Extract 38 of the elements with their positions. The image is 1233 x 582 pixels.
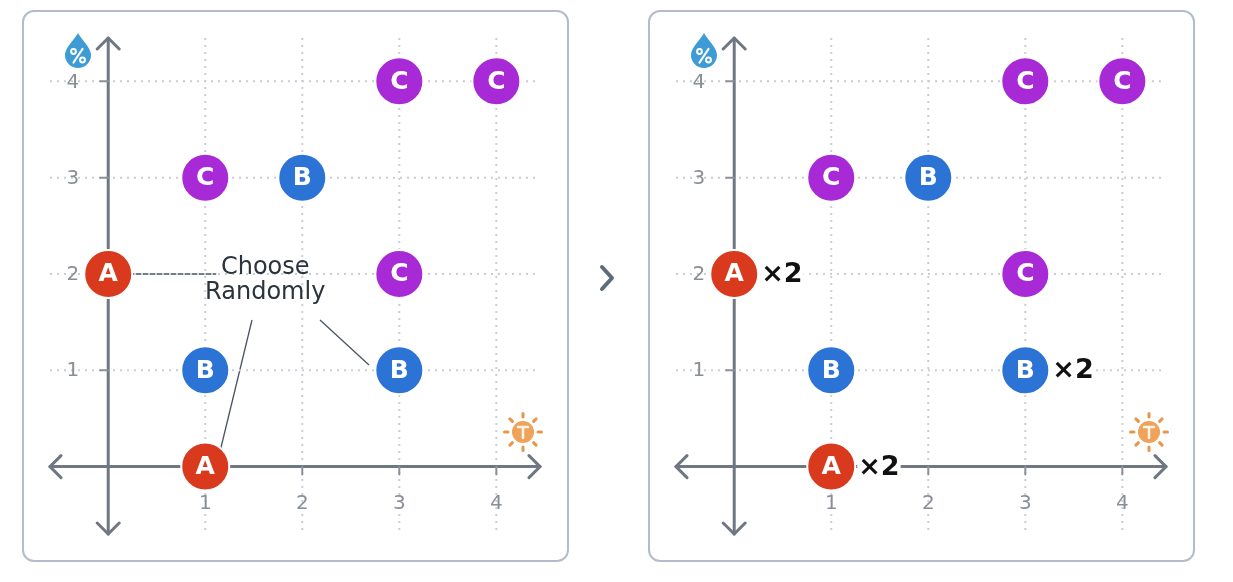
series-label: B xyxy=(195,354,215,384)
series-label: A xyxy=(821,451,842,481)
y-tick-label: 3 xyxy=(66,164,80,189)
series-label: C xyxy=(196,162,215,192)
text: B xyxy=(918,162,938,192)
y-tick-label: 1 xyxy=(66,357,80,382)
text: A xyxy=(724,258,744,288)
text: B xyxy=(1015,354,1035,384)
annotation: ×2 xyxy=(761,256,803,288)
x-tick-label: 4 xyxy=(1115,489,1129,514)
annotation: Choose Randomly xyxy=(205,251,326,305)
text: B xyxy=(389,354,409,384)
annotation: ×2 xyxy=(858,449,900,481)
x-tick-label: 3 xyxy=(392,489,406,514)
series-label: C xyxy=(1016,258,1035,288)
y-tick-label: 4 xyxy=(66,68,80,93)
y-tick-label: 4 xyxy=(692,68,706,93)
y-tick-label: 2 xyxy=(66,261,80,286)
x-tick-label: 4 xyxy=(489,489,503,514)
x-tick-label: 3 xyxy=(1018,489,1032,514)
text: C xyxy=(822,162,841,192)
y-tick-label: 3 xyxy=(692,164,706,189)
annotation: ×2 xyxy=(1052,353,1094,385)
x-tick-label: 2 xyxy=(921,489,935,514)
series-label: A xyxy=(195,451,216,481)
text: C xyxy=(390,65,409,95)
text: C xyxy=(487,65,506,95)
text: C xyxy=(390,258,409,288)
series-label: B xyxy=(821,354,841,384)
y-tick-label: 2 xyxy=(692,261,706,286)
text: A xyxy=(98,258,118,288)
text: C xyxy=(1113,65,1132,95)
x-tick-label: 2 xyxy=(295,489,309,514)
x-tick-label: 1 xyxy=(198,489,212,514)
x-tick-label: 1 xyxy=(824,489,838,514)
text: C xyxy=(1016,65,1035,95)
text: B xyxy=(292,162,312,192)
y-tick-label: 1 xyxy=(692,357,706,382)
